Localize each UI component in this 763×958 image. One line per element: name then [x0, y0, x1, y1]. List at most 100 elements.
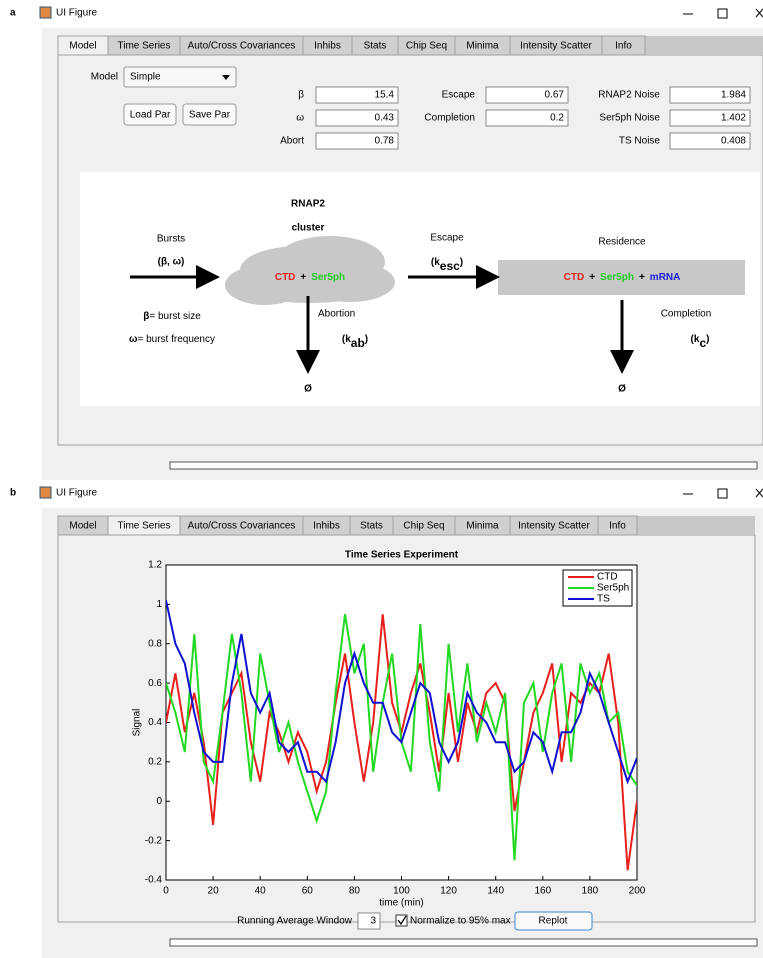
- param-value[interactable]: 0.67: [545, 90, 565, 101]
- x-tick-label: 0: [163, 886, 169, 897]
- residence-species-part: mRNA: [650, 272, 681, 283]
- tab-label[interactable]: Model: [69, 521, 96, 532]
- cluster-species-part: Ser5ph: [311, 272, 345, 283]
- page: { "panel_a": { "label": "a", "window_tit…: [0, 0, 763, 958]
- param-value[interactable]: 1.402: [721, 113, 746, 124]
- burst-frequency-part: = burst frequency: [137, 334, 215, 345]
- model-choice[interactable]: Simple: [130, 72, 161, 83]
- tab-label[interactable]: Auto/Cross Covariances: [188, 41, 296, 52]
- x-tick-label: 80: [349, 886, 361, 897]
- maximize-button[interactable]: [718, 489, 727, 498]
- cluster-title: RNAP2: [291, 199, 325, 210]
- param-label: Completion: [424, 113, 475, 124]
- button-label[interactable]: Load Par: [130, 110, 171, 121]
- x-tick-label: 40: [255, 886, 267, 897]
- abortion-rate-part: ): [365, 334, 368, 345]
- y-tick-label: -0.4: [145, 875, 163, 886]
- x-tick-label: 20: [208, 886, 220, 897]
- tab-label[interactable]: Inhibs: [313, 521, 340, 532]
- maximize-button[interactable]: [718, 9, 727, 18]
- tab-label[interactable]: Inhibs: [314, 41, 341, 52]
- completion-label: Completion: [661, 309, 712, 320]
- running-average-input[interactable]: [358, 913, 380, 929]
- abortion-rate-part: ab: [351, 336, 365, 350]
- y-tick-label: 0: [156, 796, 162, 807]
- burst-size-part: = burst size: [149, 311, 201, 322]
- param-label: ω: [296, 113, 304, 124]
- tab-label[interactable]: Intensity Scatter: [520, 41, 592, 52]
- tab-label[interactable]: Chip Seq: [403, 521, 444, 532]
- y-axis-label: Signal: [132, 709, 143, 737]
- close-button[interactable]: [756, 9, 763, 17]
- param-label: Abort: [280, 136, 304, 147]
- tab-label[interactable]: Info: [615, 41, 632, 52]
- x-tick-label: 60: [302, 886, 314, 897]
- scrollbar[interactable]: [170, 939, 757, 946]
- residence-species-part: +: [589, 272, 595, 283]
- burst-size: β= burst size: [143, 311, 201, 322]
- param-value[interactable]: 0.78: [375, 136, 395, 147]
- panel-label: a: [10, 8, 16, 19]
- chart-title: Time Series Experiment: [345, 550, 459, 561]
- window-title: UI Figure: [56, 488, 98, 499]
- param-value[interactable]: 0.43: [375, 113, 395, 124]
- completion-rate-part: ): [706, 334, 709, 345]
- tab-label[interactable]: Minima: [466, 521, 499, 532]
- x-tick-label: 100: [393, 886, 410, 897]
- tab-label[interactable]: Info: [609, 521, 626, 532]
- escape-label: Escape: [430, 233, 464, 244]
- window-title: UI Figure: [56, 8, 98, 19]
- tab-label[interactable]: Intensity Scatter: [518, 521, 590, 532]
- tab-label[interactable]: Stats: [364, 41, 387, 52]
- residence-species-part: CTD: [564, 272, 585, 283]
- model-label: Model: [91, 72, 118, 83]
- y-tick-label: 1.2: [148, 560, 162, 571]
- param-label: Escape: [442, 90, 476, 101]
- x-tick-label: 140: [487, 886, 504, 897]
- bursts-params: (β, ω): [158, 257, 185, 268]
- residence-label: Residence: [598, 237, 646, 248]
- tab-label[interactable]: Stats: [360, 521, 383, 532]
- y-tick-label: 0.6: [148, 678, 162, 689]
- x-tick-label: 120: [440, 886, 457, 897]
- y-tick-label: 0.4: [148, 717, 162, 728]
- y-tick-label: -0.2: [145, 835, 163, 846]
- x-tick-label: 160: [534, 886, 551, 897]
- close-button[interactable]: [756, 489, 763, 497]
- param-label: RNAP2 Noise: [598, 90, 660, 101]
- cluster-cloud: [240, 267, 380, 303]
- app-icon: [40, 487, 51, 498]
- running-average-label: Running Average Window: [237, 916, 353, 927]
- param-label: TS Noise: [619, 136, 661, 147]
- app-icon: [40, 7, 51, 18]
- legend-label: Ser5ph: [597, 583, 629, 594]
- param-value[interactable]: 0.408: [721, 136, 746, 147]
- param-value[interactable]: 0.2: [550, 113, 564, 124]
- x-tick-label: 180: [582, 886, 599, 897]
- abortion-label: Abortion: [318, 309, 355, 320]
- cluster-title: cluster: [292, 223, 325, 234]
- button-label[interactable]: Save Par: [189, 110, 231, 121]
- tab-label[interactable]: Time Series: [118, 41, 171, 52]
- screenshot: a UI Figure Model Time Series Auto/Cross Cov…: [0, 0, 763, 958]
- running-average-value[interactable]: 3: [370, 916, 376, 927]
- tab-label[interactable]: Time Series: [118, 521, 171, 532]
- tab-label[interactable]: Minima: [466, 41, 499, 52]
- escape-rate-part: esc: [440, 259, 460, 273]
- escape-rate-part: ): [460, 257, 463, 268]
- residence-species-part: +: [639, 272, 645, 283]
- tab-label[interactable]: Auto/Cross Covariances: [188, 521, 296, 532]
- tab-label[interactable]: Chip Seq: [406, 41, 447, 52]
- panel-label: b: [10, 488, 16, 499]
- residence-species-part: Ser5ph: [600, 272, 634, 283]
- param-value[interactable]: 15.4: [375, 90, 395, 101]
- cluster-species-part: CTD: [275, 272, 296, 283]
- tab-label[interactable]: Model: [69, 41, 96, 52]
- param-value[interactable]: 1.984: [721, 90, 746, 101]
- normalize-label[interactable]: Normalize to 95% max: [410, 916, 511, 927]
- null-product: Ø: [304, 384, 312, 395]
- scrollbar[interactable]: [170, 462, 757, 469]
- y-tick-label: 0.2: [148, 757, 162, 768]
- replot-label[interactable]: Replot: [539, 916, 568, 927]
- y-tick-label: 1: [156, 599, 162, 610]
